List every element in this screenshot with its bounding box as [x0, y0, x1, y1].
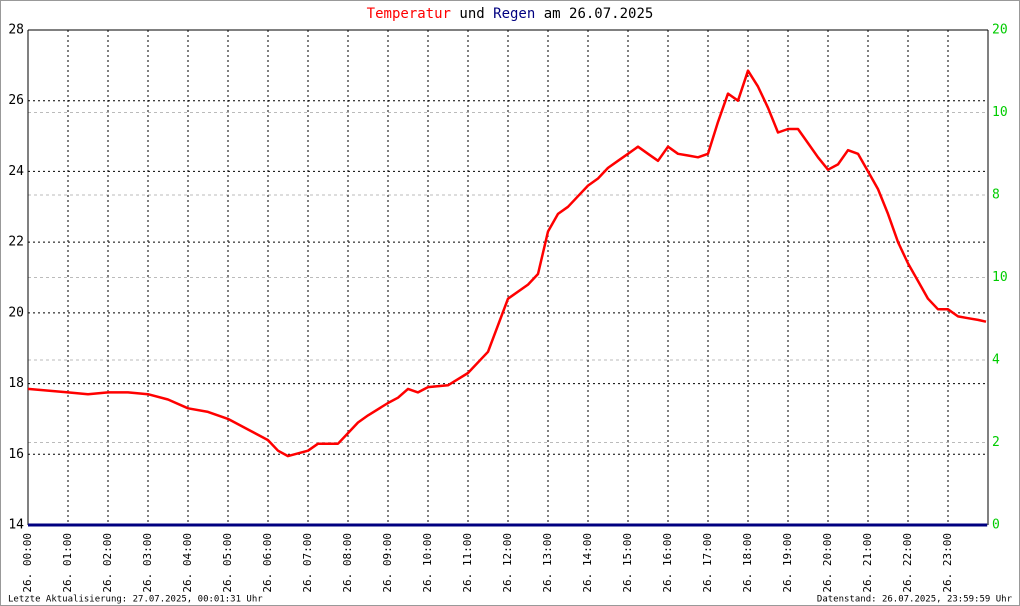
- y2-tick-label: 10: [992, 105, 1008, 120]
- title-part: am 26.07.2025: [544, 6, 654, 22]
- x-tick-label: 26. 07:00: [301, 533, 314, 593]
- y2-tick-label: 0: [992, 518, 1000, 533]
- x-tick-label: 26. 16:00: [661, 533, 674, 593]
- y-tick-label: 18: [8, 376, 24, 391]
- x-tick-label: 26. 05:00: [221, 533, 234, 593]
- y2-tick-label: 4: [992, 353, 1000, 368]
- x-tick-label: 26. 15:00: [621, 533, 634, 593]
- y-tick-label: 26: [8, 93, 24, 108]
- x-tick-label: 26. 12:00: [501, 533, 514, 593]
- series-line: [27, 69, 987, 458]
- x-tick-label: 26. 04:00: [181, 533, 194, 593]
- x-tick-label: 26. 21:00: [861, 533, 874, 593]
- title-part: und: [459, 6, 484, 22]
- title-part: Regen: [493, 6, 535, 22]
- y-tick-label: 22: [8, 235, 24, 250]
- x-tick-label: 26. 17:00: [701, 533, 714, 593]
- x-tick-label: 26. 06:00: [261, 533, 274, 593]
- x-tick-label: 26. 03:00: [141, 533, 154, 593]
- x-tick-label: 26. 20:00: [821, 533, 834, 593]
- x-tick-label: 26. 13:00: [541, 533, 554, 593]
- x-tick-label: 26. 23:00: [941, 533, 954, 593]
- y-tick-label: 28: [8, 23, 24, 38]
- y-tick-label: 20: [8, 305, 24, 320]
- footer-left: Letzte Aktualisierung: 27.07.2025, 00:01…: [8, 595, 263, 605]
- y2-tick-label: 10: [992, 270, 1008, 285]
- chart-title: Temperatur und Regen am 26.07.2025: [367, 6, 654, 22]
- y2-tick-label: 20: [992, 23, 1008, 38]
- x-tick-label: 26. 22:00: [901, 533, 914, 593]
- x-tick-label: 26. 00:00: [21, 533, 34, 593]
- x-tick-label: 26. 02:00: [101, 533, 114, 593]
- x-tick-label: 26. 18:00: [741, 533, 754, 593]
- y-tick-label: 16: [8, 447, 24, 462]
- x-tick-label: 26. 19:00: [781, 533, 794, 593]
- x-tick-label: 26. 08:00: [341, 533, 354, 593]
- y-tick-label: 24: [8, 164, 24, 179]
- title-part: Temperatur: [367, 6, 451, 22]
- footer-right: Datenstand: 26.07.2025, 23:59:59 Uhr: [817, 595, 1013, 605]
- x-tick-label: 26. 10:00: [421, 533, 434, 593]
- y2-tick-label: 2: [992, 435, 1000, 450]
- x-tick-label: 26. 01:00: [61, 533, 74, 593]
- x-tick-label: 26. 11:00: [461, 533, 474, 593]
- y2-tick-label: 8: [992, 188, 1000, 203]
- y-tick-label: 14: [8, 518, 24, 533]
- x-tick-label: 26. 14:00: [581, 533, 594, 593]
- x-tick-label: 26. 09:00: [381, 533, 394, 593]
